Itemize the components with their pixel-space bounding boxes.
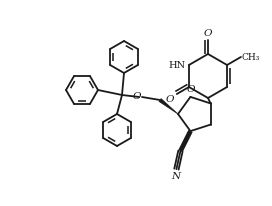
Polygon shape — [159, 99, 178, 114]
Text: HN: HN — [169, 61, 186, 69]
Text: O: O — [132, 91, 141, 101]
Text: O: O — [186, 85, 195, 94]
Text: N: N — [171, 172, 180, 181]
Text: CH₃: CH₃ — [242, 53, 260, 62]
Text: O: O — [165, 95, 174, 104]
Text: O: O — [204, 29, 212, 38]
